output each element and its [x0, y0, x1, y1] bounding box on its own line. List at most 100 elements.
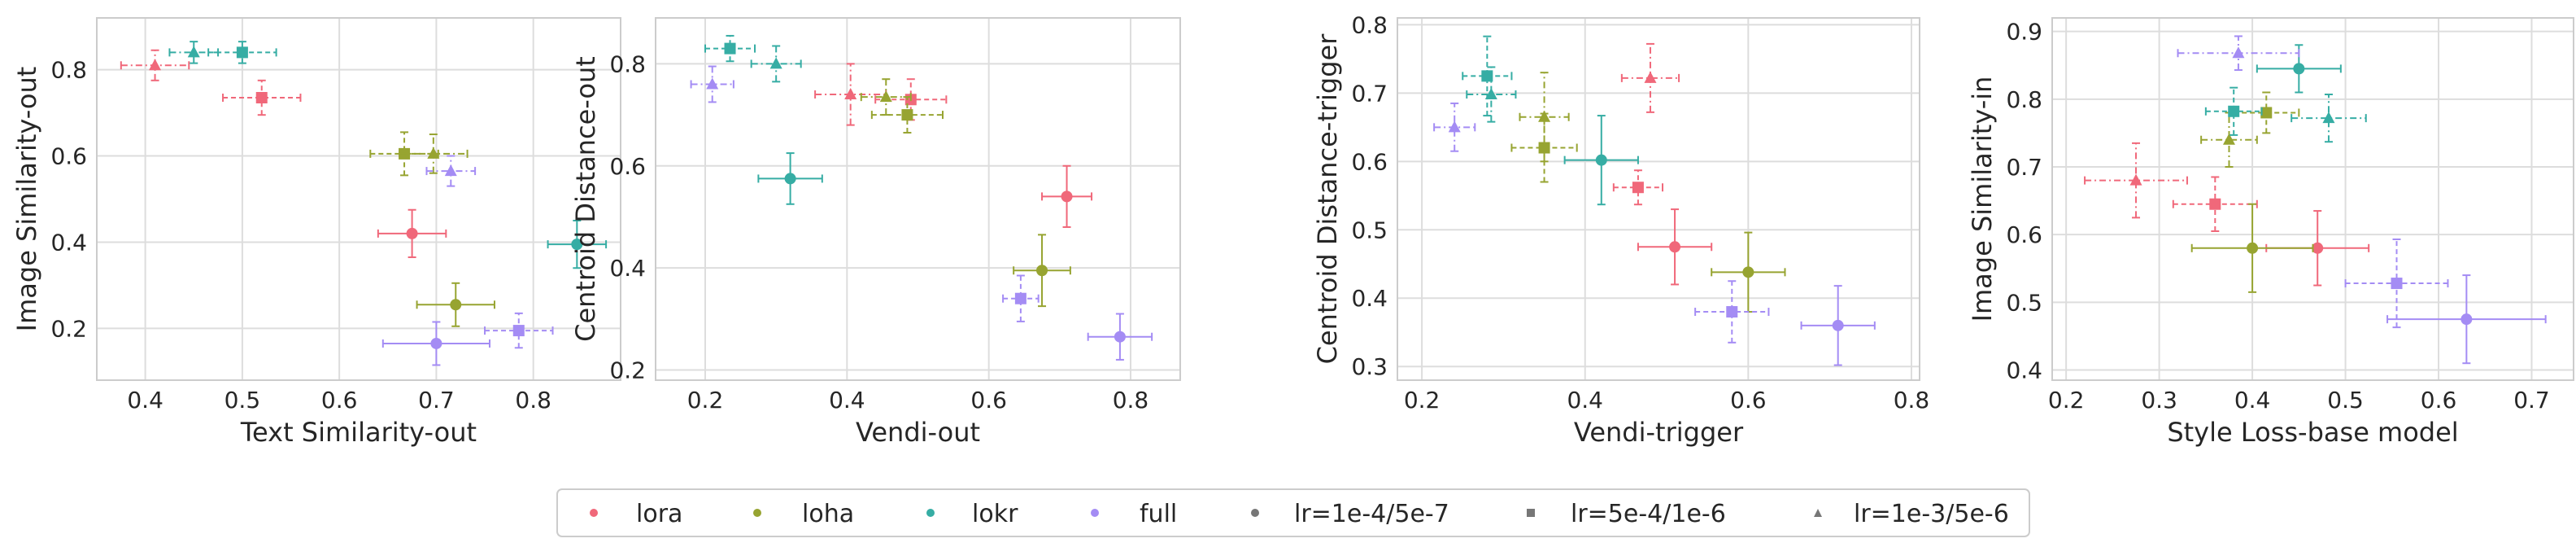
data-point-loha-triangle — [860, 78, 912, 116]
marker-circle — [2312, 242, 2324, 254]
y-tick-label: 0.7 — [1351, 80, 1388, 107]
data-point-lora-circle — [1041, 164, 1093, 228]
marker-square — [724, 42, 736, 55]
x-axis-label: Text Similarity-out — [240, 417, 477, 448]
marker-square — [1538, 142, 1550, 154]
x-tick-label: 0.5 — [224, 387, 261, 414]
marker-circle — [1669, 241, 1681, 253]
data-point-loha-square — [1510, 112, 1578, 183]
marker-circle — [2247, 242, 2259, 254]
y-tick-label: 0.5 — [1351, 217, 1388, 243]
y-tick-label: 0.6 — [1351, 148, 1388, 175]
marker-triangle — [2222, 133, 2235, 145]
marker-square — [2391, 278, 2403, 290]
marker-square — [236, 46, 248, 59]
marker-circle — [1061, 190, 1073, 203]
marker-circle — [2293, 63, 2305, 75]
data-point-full-circle — [381, 321, 490, 366]
x-tick-label: 0.2 — [1404, 387, 1441, 414]
y-tick-label: 0.8 — [609, 50, 646, 77]
legend-marker-full — [1091, 509, 1099, 517]
chart-panel-4: 0.2 0.3 0.4 0.5 0.6 0.7 0.4 0.5 0.6 0.7 0.8 0.9 Styl… — [1967, 17, 2574, 448]
marker-square — [1014, 292, 1026, 304]
marker-square — [2209, 198, 2221, 210]
legend-marker-triangle — [1814, 509, 1822, 517]
data-point-full-triangle — [690, 65, 734, 103]
x-tick-label: 0.8 — [1894, 387, 1930, 414]
legend-entry-full: full — [1091, 500, 1177, 528]
legend: lora loha lokr full lr=1e-4/5e-7 lr=5e-4… — [556, 488, 2030, 537]
y-tick-label: 0.4 — [50, 229, 87, 256]
legend-marker-lokr — [926, 509, 935, 517]
legend-marker-square — [1527, 509, 1535, 517]
y-tick-label: 0.8 — [50, 57, 87, 84]
x-tick-label: 0.3 — [2141, 387, 2177, 414]
marker-triangle — [1644, 71, 1657, 83]
marker-circle — [406, 227, 418, 239]
chart-panel-2: 0.2 0.4 0.6 0.8 0.2 0.4 0.6 0.8 Vendi-out Centroi… — [570, 17, 1181, 448]
data-point-lokr-circle — [1563, 115, 1639, 206]
data-point-lokr-circle — [757, 152, 823, 205]
data-point-loha-circle — [1013, 234, 1071, 308]
data-point-loha-triangle — [399, 134, 469, 174]
data-point-lokr-triangle — [1466, 66, 1517, 123]
marker-square — [1632, 182, 1644, 194]
x-axis-label: Vendi-out — [856, 417, 980, 448]
y-tick-label: 0.9 — [2006, 19, 2042, 46]
marker-triangle — [444, 164, 457, 177]
data-point-lora-triangle — [814, 63, 887, 126]
data-point-lora-square — [222, 79, 302, 116]
data-point-lokr-circle — [547, 219, 608, 269]
marker-circle — [2460, 313, 2473, 326]
data-point-full-triangle — [2177, 35, 2300, 72]
marker-square — [2260, 107, 2273, 119]
data-point-loha-circle — [416, 282, 495, 327]
marker-triangle — [427, 147, 440, 159]
data-point-lokr-triangle — [2291, 93, 2367, 143]
legend-marker-circle — [1251, 509, 1259, 517]
marker-triangle — [1538, 110, 1551, 122]
data-point-full-square — [1694, 280, 1770, 344]
x-tick-label: 0.5 — [2327, 387, 2364, 414]
y-tick-label: 0.3 — [1351, 353, 1388, 380]
x-tick-label: 0.8 — [515, 387, 551, 414]
legend-label-lokr: lokr — [972, 500, 1018, 528]
data-point-lora-triangle — [120, 49, 190, 81]
marker-square — [512, 325, 525, 337]
legend-label-lr2: lr=5e-4/1e-6 — [1571, 500, 1726, 528]
marker-square — [1481, 70, 1493, 82]
marker-triangle — [706, 77, 719, 90]
data-point-lora-circle — [377, 208, 447, 259]
data-point-full-square — [2344, 238, 2449, 329]
y-axis-label: Image Similarity-out — [11, 67, 42, 332]
marker-circle — [430, 337, 442, 349]
x-axis-label: Style Loss-base model — [2167, 417, 2458, 448]
y-axis-label: Centroid Distance-out — [570, 56, 601, 342]
legend-marker-loha — [753, 509, 761, 517]
data-point-lokr-square — [2204, 86, 2263, 136]
marker-triangle — [187, 46, 200, 58]
x-tick-label: 0.7 — [2513, 387, 2550, 414]
marker-circle — [571, 239, 583, 251]
chart-panel-1: 0.4 0.5 0.6 0.7 0.8 0.2 0.4 0.6 0.8 Text Similari… — [11, 17, 621, 448]
data-point-full-circle — [1800, 285, 1876, 366]
marker-square — [255, 92, 268, 104]
legend-entry-lora: lora — [590, 500, 682, 528]
marker-circle — [1114, 331, 1126, 343]
marker-triangle — [2322, 112, 2335, 124]
plot-frame — [1397, 17, 1920, 381]
marker-square — [901, 109, 913, 121]
legend-entry-loha: loha — [753, 500, 854, 528]
chart-panel-3: 0.2 0.4 0.6 0.8 0.3 0.4 0.5 0.6 0.7 0.8 Vendi-trig… — [1312, 11, 1929, 448]
marker-triangle — [879, 90, 892, 103]
legend-label-full: full — [1140, 500, 1177, 528]
legend-label-lr3: lr=1e-3/5e-6 — [1854, 500, 2009, 528]
data-point-lokr-square — [704, 34, 756, 63]
data-point-lora-square — [1612, 169, 1664, 206]
marker-triangle — [1448, 120, 1461, 133]
marker-square — [2228, 105, 2240, 117]
marker-circle — [1742, 266, 1754, 278]
marker-triangle — [844, 88, 857, 100]
x-tick-label: 0.4 — [1567, 387, 1603, 414]
